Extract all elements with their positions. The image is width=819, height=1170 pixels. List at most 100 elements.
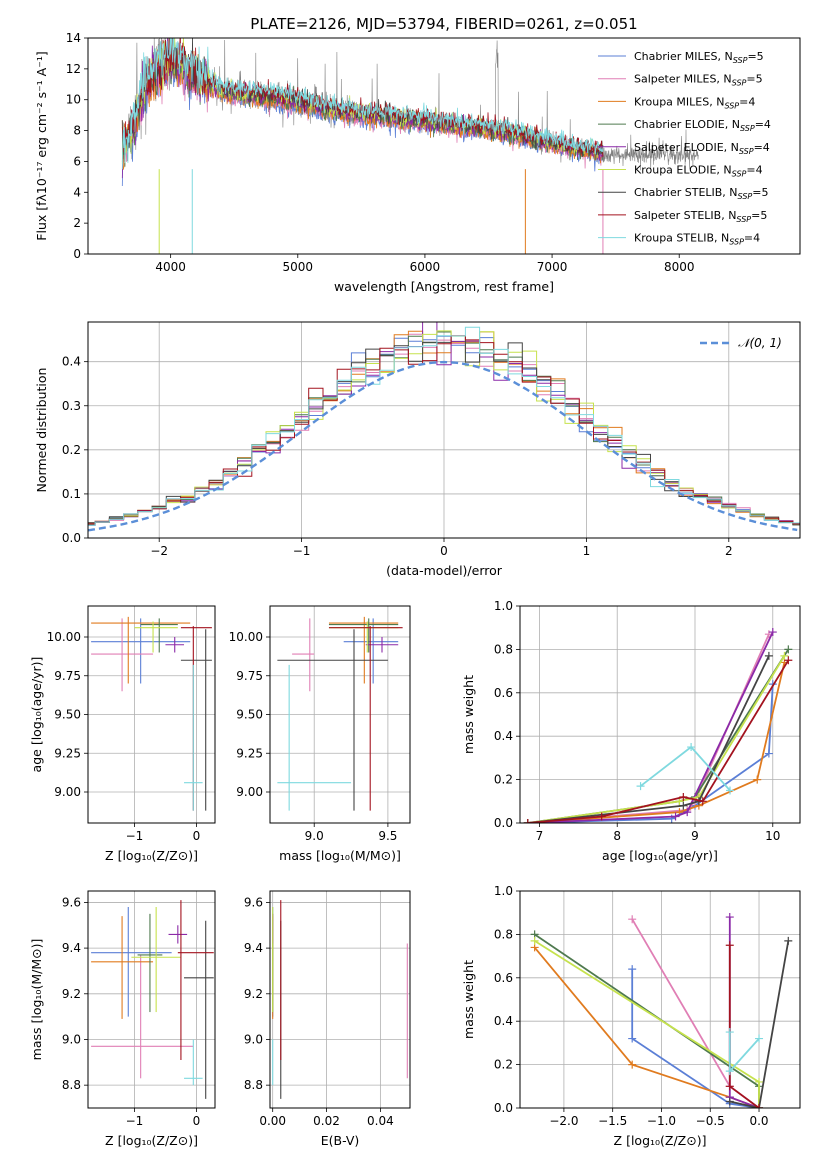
- y-tick-label: 0.4: [494, 729, 513, 743]
- series-line: [527, 659, 790, 823]
- y-tick-label: 8.8: [62, 1078, 81, 1092]
- series-marker: [725, 1082, 734, 1091]
- y-tick-label: 9.50: [54, 708, 81, 722]
- data-point: [184, 1039, 203, 1086]
- x-axis-label: Z [log₁₀(Z/Z⊙)]: [105, 848, 198, 863]
- x-tick-label: −1: [126, 1114, 144, 1128]
- data-point: [131, 906, 181, 1013]
- data-point: [292, 618, 315, 692]
- x-tick-label: 7: [536, 829, 544, 843]
- legend-entry: Chabrier ELODIE, NSSP=4: [634, 118, 771, 133]
- y-tick-label: 10.00: [47, 630, 81, 644]
- x-tick-label: 0.0: [749, 1114, 768, 1128]
- data-point: [277, 664, 352, 811]
- series-marker: [764, 651, 773, 660]
- y-axis-label: mass [log₁₀(M/M⊙)]: [29, 939, 44, 1061]
- y-tick-label: 9.75: [236, 669, 263, 683]
- x-tick-label: 5000: [283, 260, 314, 274]
- legend-entry: Salpeter MILES, NSSP=5: [634, 73, 763, 88]
- y-axis-label: Normed distribution: [34, 368, 49, 493]
- plot-area-mass_vs_EBV: [272, 900, 408, 1099]
- x-tick-label: 9.0: [305, 829, 324, 843]
- series-marker: [755, 1077, 764, 1086]
- x-tick-label: 7000: [537, 260, 568, 274]
- panel-mass_vs_EBV: 0.00 0.02 0.04 8.8 9.0 9.2 9.4 9.6 E(B-V): [244, 890, 411, 1148]
- plot-area-age_vs_Z: [91, 616, 212, 811]
- data-point: [177, 900, 214, 1061]
- y-tick-label: 10.00: [229, 630, 263, 644]
- y-tick-label: 1.0: [494, 599, 513, 613]
- axes-frame: [87, 890, 216, 1109]
- x-axis-label: Z [log₁₀(Z/Z⊙)]: [614, 1133, 707, 1148]
- series-line: [533, 946, 760, 1108]
- series-marker: [683, 808, 692, 817]
- x-tick-label: −1: [293, 544, 311, 558]
- series-marker: [523, 819, 532, 823]
- plot-area-residual_hist: [88, 322, 800, 532]
- series-line: [527, 631, 774, 823]
- x-axis-label: (data-model)/error: [386, 563, 503, 578]
- series-line: [527, 655, 786, 823]
- series-marker: [687, 743, 696, 752]
- panel-massweight_vs_Z: −2.0 −1.5 −1.0 −0.5 0.0 0.0 0.2 0.4 0.6 0.8 1.0 Z […: [461, 884, 801, 1148]
- x-tick-label: −0.5: [696, 1114, 725, 1128]
- histogram-step: [88, 330, 800, 525]
- panel-residual_hist: −2 −1 0 1 2 0.0 0.1 0.2 0.3 0.4 (data-model)/error…: [34, 321, 801, 578]
- plot-area-spectrum: [121, 38, 699, 254]
- y-tick-label: 0.8: [494, 927, 513, 941]
- series-line: [527, 633, 770, 823]
- x-tick-label: −1: [126, 829, 144, 843]
- axes-frame: [519, 890, 801, 1109]
- legend-entry: Kroupa STELIB, NSSP=4: [634, 232, 760, 247]
- series-line: [728, 1032, 760, 1072]
- x-tick-label: 9.5: [378, 829, 397, 843]
- data-point: [277, 629, 388, 811]
- figure-title: PLATE=2126, MJD=53794, FIBERID=0261, z=0…: [250, 15, 637, 33]
- x-tick-label: 10: [765, 829, 780, 843]
- series-marker: [725, 913, 734, 922]
- legend-entry: Salpeter STELIB, NSSP=5: [634, 209, 767, 224]
- series-marker: [597, 812, 606, 821]
- plot-area-mass_vs_Z: [91, 900, 214, 1099]
- data-point: [180, 629, 212, 811]
- data-point: [328, 626, 403, 811]
- x-tick-label: 8000: [664, 260, 695, 274]
- y-axis-label: mass weight: [461, 960, 476, 1039]
- series-line: [631, 969, 760, 1108]
- legend-entry: Chabrier MILES, NSSP=5: [634, 50, 764, 65]
- x-axis-label: mass [log₁₀(M/M⊙)]: [279, 848, 401, 863]
- y-tick-label: 0.2: [494, 773, 513, 787]
- legend-entry: Kroupa MILES, NSSP=4: [634, 95, 755, 110]
- data-point: [91, 916, 154, 1019]
- x-tick-label: 0.00: [259, 1114, 286, 1128]
- series-marker: [753, 775, 762, 784]
- legend-entry: 𝒩(0, 1): [738, 336, 782, 350]
- y-tick-label: 0.0: [62, 531, 81, 545]
- series-marker: [671, 812, 680, 821]
- series-marker: [725, 1067, 734, 1076]
- data-point: [91, 616, 191, 684]
- x-axis-label: Z [log₁₀(Z/Z⊙)]: [105, 1133, 198, 1148]
- series-marker: [784, 656, 793, 665]
- x-axis-label: E(B-V): [321, 1133, 360, 1148]
- series-marker: [784, 936, 793, 945]
- x-tick-label: 4000: [155, 260, 186, 274]
- y-tick-label: 9.00: [54, 785, 81, 799]
- series-marker: [755, 1104, 764, 1108]
- panel-age_vs_mass: 9.0 9.5 9.00 9.25 9.50 9.75 10.00 mass [log₁₀(M…: [229, 605, 411, 863]
- panel-spectrum: 4000 5000 6000 7000 8000 0 2 4 6 8 10 12 14 wavelengt…: [34, 31, 801, 294]
- x-tick-label: 8: [613, 829, 621, 843]
- y-tick-label: 0.0: [494, 1101, 513, 1115]
- y-tick-label: 0.8: [494, 642, 513, 656]
- data-point: [365, 637, 399, 653]
- series-marker: [725, 1097, 734, 1106]
- axes-frame: [87, 37, 801, 255]
- legend-entry: Chabrier STELIB, NSSP=5: [634, 186, 768, 201]
- y-tick-label: 1.0: [494, 884, 513, 898]
- legend-entry: Kroupa ELODIE, NSSP=4: [634, 164, 763, 179]
- plot-area-massweight_vs_Z: [530, 913, 793, 1108]
- x-axis-label: age [log₁₀(age/yr)]: [602, 848, 718, 863]
- axes-frame: [269, 890, 411, 1109]
- y-tick-label: 4: [73, 185, 81, 199]
- y-tick-label: 0.6: [494, 971, 513, 985]
